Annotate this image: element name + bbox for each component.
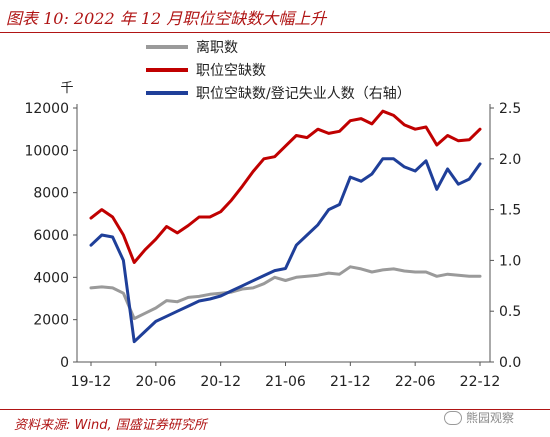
series-line-1 xyxy=(89,265,482,321)
chart-axes: 0 2000 4000 6000 8000 10000 12000 千 0.0 0.5 1.0 1.5… xyxy=(24,81,521,390)
y-right-tick-label: 0.5 xyxy=(499,304,521,320)
x-tick-label: 20-06 xyxy=(135,374,176,390)
y-left-tick-label: 10000 xyxy=(24,143,69,159)
figure-title-bar: 图表 10: 2022 年 12 月职位空缺数大幅上升 xyxy=(0,0,550,30)
y-right-tick-label: 2.0 xyxy=(499,152,521,168)
x-tick-label: 19-12 xyxy=(71,374,112,390)
y-right-tick-label: 0.0 xyxy=(499,355,521,371)
source-divider xyxy=(0,409,550,410)
watermark: 熊园观察 xyxy=(444,409,514,426)
legend-label-2: 职位空缺数 xyxy=(196,63,266,79)
y-left-tick-label: 12000 xyxy=(24,101,69,117)
y-right-tick-label: 1.5 xyxy=(499,203,521,219)
watermark-text: 熊园观察 xyxy=(466,411,515,425)
y-left-unit-label: 千 xyxy=(60,81,73,96)
chart-series xyxy=(89,109,482,344)
x-tick-label: 21-06 xyxy=(265,374,306,390)
figure-title: 图表 10: 2022 年 12 月职位空缺数大幅上升 xyxy=(6,9,327,28)
x-tick-label: 20-12 xyxy=(200,374,241,390)
series-line-3 xyxy=(89,157,482,344)
x-tick-label: 22-06 xyxy=(395,374,436,390)
y-right-tick-label: 2.5 xyxy=(499,101,521,117)
y-left-tick-label: 8000 xyxy=(33,186,69,202)
title-divider xyxy=(0,32,550,33)
x-tick-label: 22-12 xyxy=(460,374,501,390)
y-left-tick-label: 4000 xyxy=(33,270,69,286)
series-line-2 xyxy=(89,109,482,264)
y-left-tick-label: 2000 xyxy=(33,313,69,329)
legend-label-3: 职位空缺数/登记失业人数（右轴） xyxy=(196,86,411,102)
legend-label-1: 离职数 xyxy=(196,39,238,56)
x-tick-label: 21-12 xyxy=(330,374,371,390)
wechat-icon xyxy=(444,410,462,425)
y-right-tick-label: 1.0 xyxy=(499,253,521,269)
source-note: 资料来源: Wind, 国盛证券研究所 xyxy=(14,418,207,433)
y-left-tick-label: 6000 xyxy=(33,228,69,244)
y-left-tick-label: 0 xyxy=(60,355,69,371)
